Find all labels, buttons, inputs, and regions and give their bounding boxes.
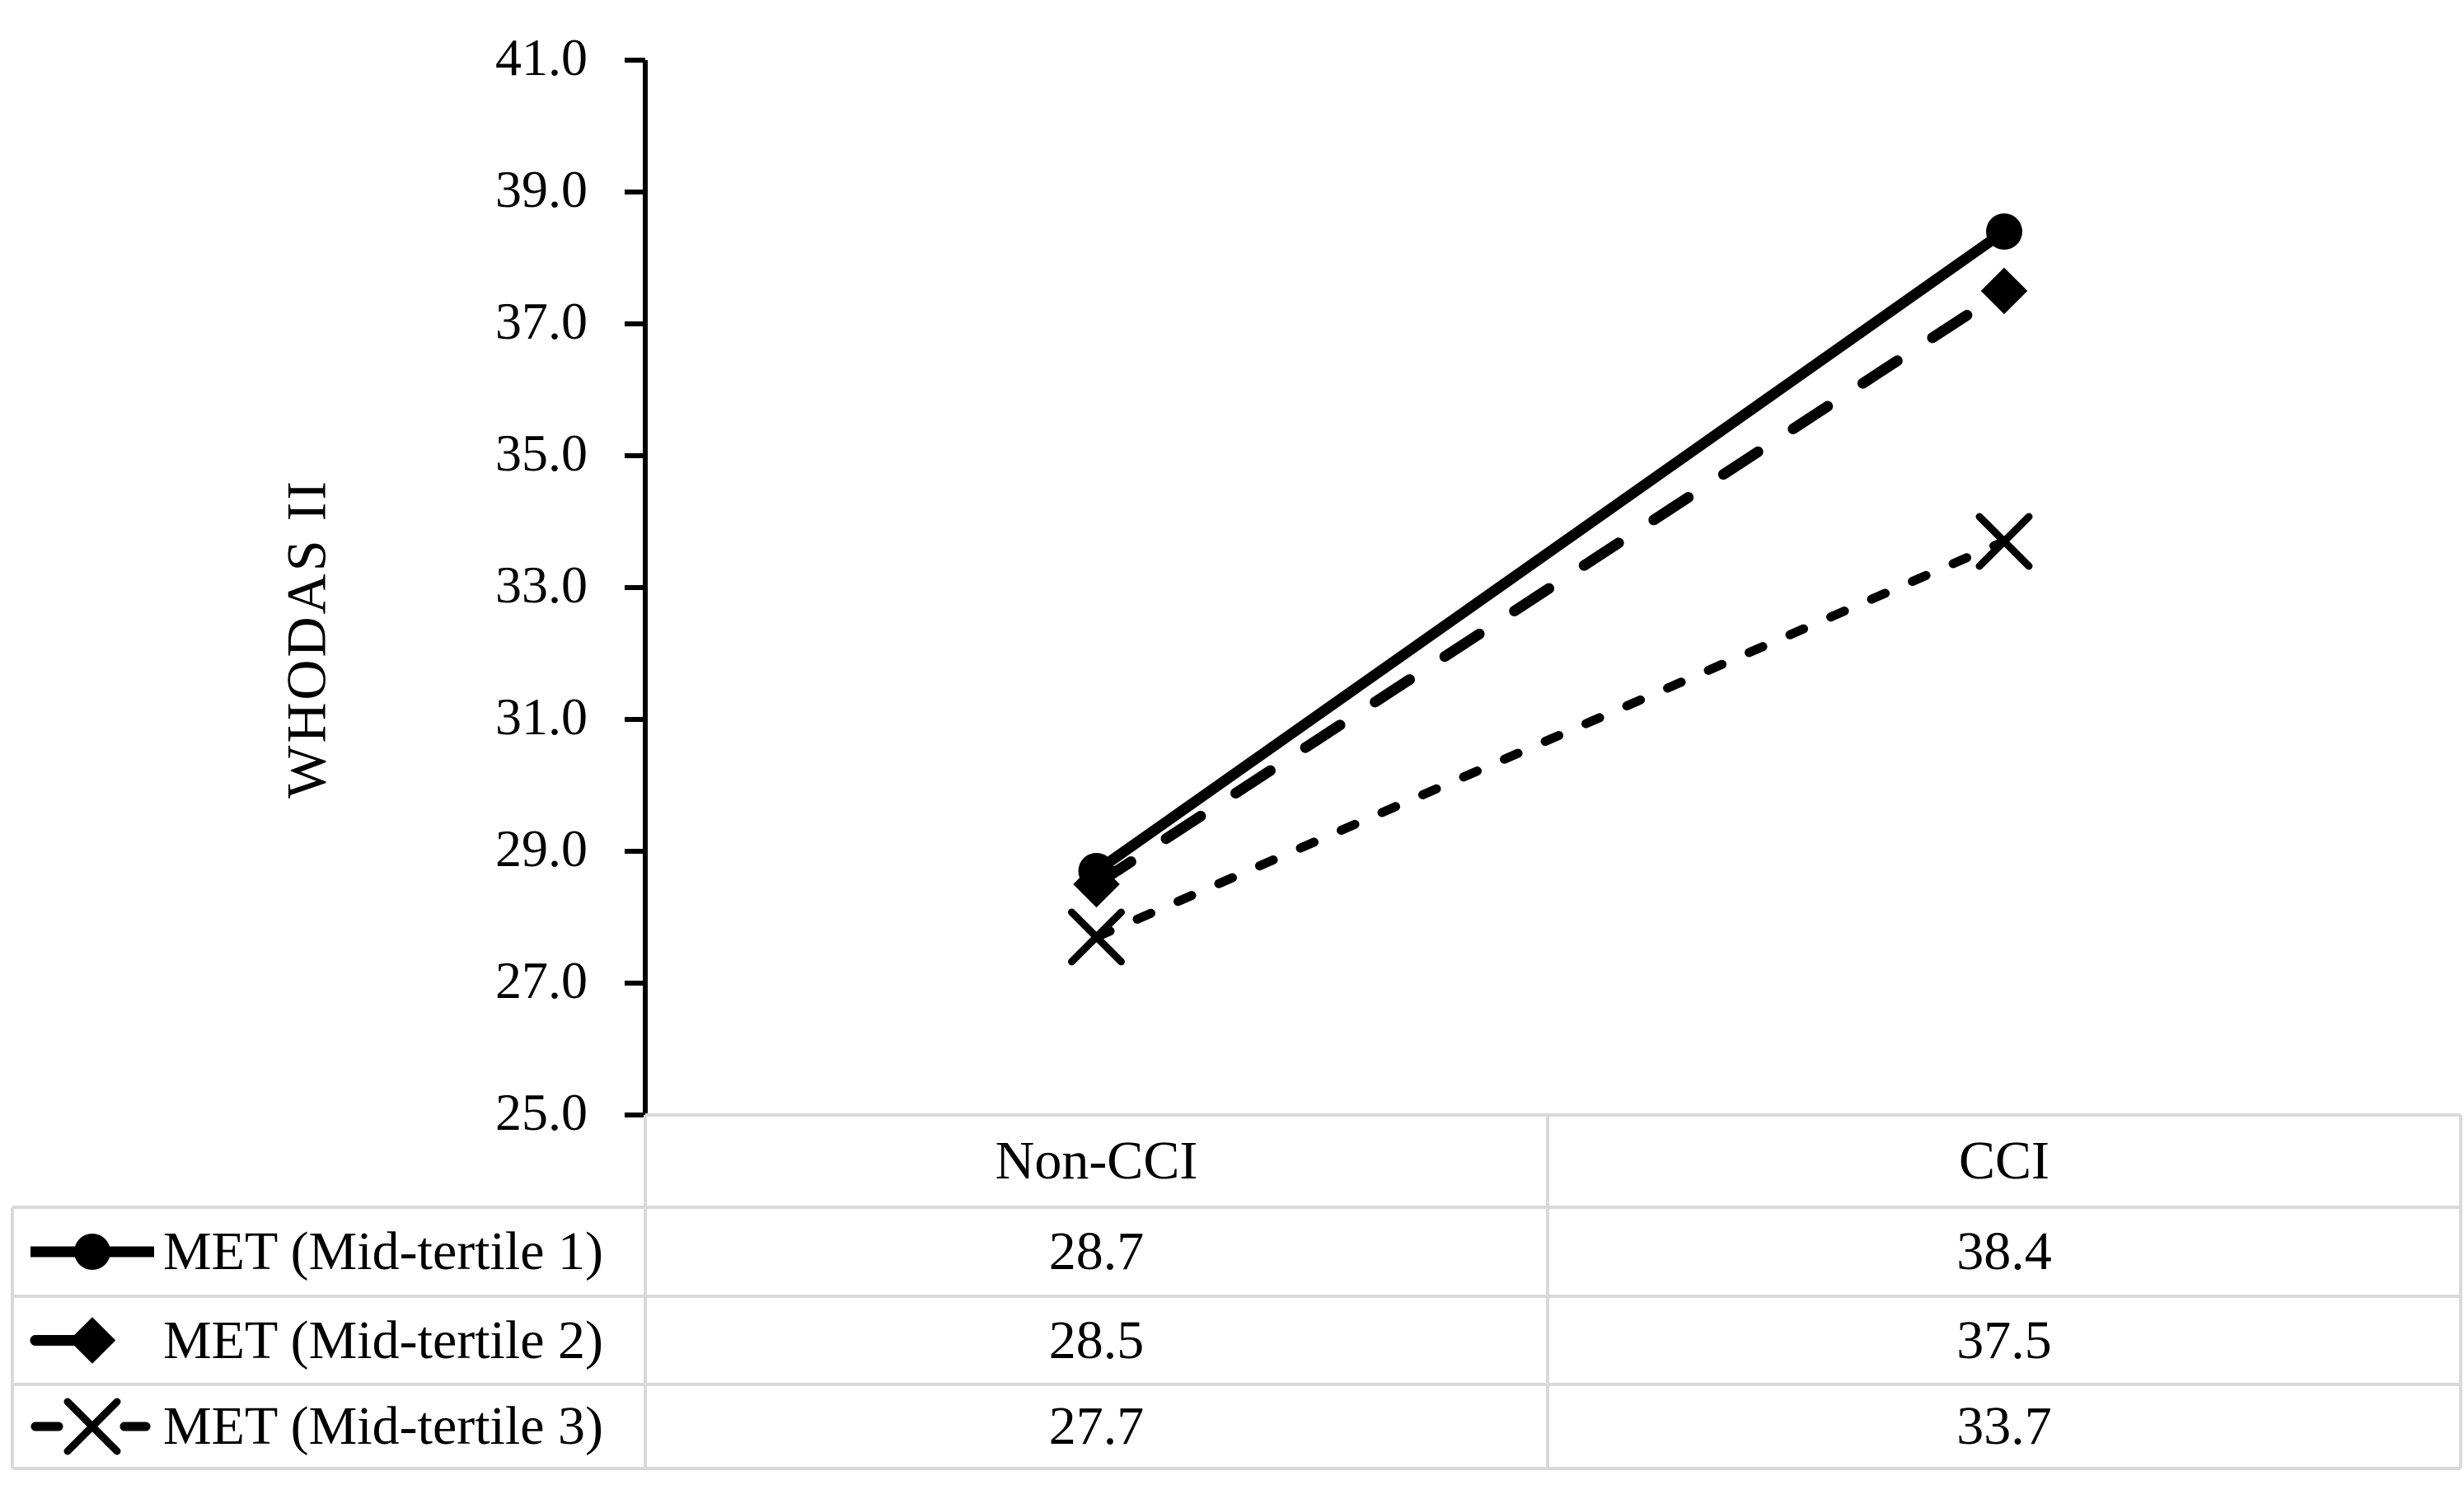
y-tick-label: 25.0	[495, 1083, 588, 1142]
legend-label-series-2: MET (Mid-tertile 2)	[163, 1309, 603, 1370]
y-tick-label: 27.0	[495, 951, 588, 1010]
y-tick-label: 41.0	[495, 28, 588, 87]
table-value-s2-non-cci: 28.5	[1048, 1309, 1145, 1370]
y-tick-label: 35.0	[495, 424, 588, 483]
y-tick-label: 31.0	[495, 687, 588, 747]
table-value-s3-cci: 33.7	[1956, 1396, 2052, 1456]
y-tick-label: 33.0	[495, 555, 588, 615]
y-tick-label: 37.0	[495, 292, 588, 351]
table-header-non-cci: Non-CCI	[995, 1131, 1198, 1191]
legend-key-diamond-marker	[68, 1317, 116, 1364]
series-2-diamond-marker	[1073, 860, 1120, 908]
series-line-3	[1092, 536, 2009, 942]
series-3-x-marker	[1975, 513, 2033, 570]
legend-key-circle-marker	[74, 1234, 110, 1270]
series-2-diamond-marker	[1980, 267, 2028, 315]
table-value-s1-cci: 38.4	[1956, 1221, 2052, 1281]
table-value-s3-non-cci: 27.7	[1048, 1396, 1145, 1456]
y-tick-label: 29.0	[495, 819, 588, 878]
table-header-cci: CCI	[1958, 1131, 2050, 1191]
legend-key-x-marker	[63, 1398, 121, 1455]
y-tick-label: 39.0	[495, 160, 588, 219]
table-value-s1-non-cci: 28.7	[1048, 1221, 1145, 1281]
table-value-s2-cci: 37.5	[1956, 1309, 2052, 1370]
legend-label-series-3: MET (Mid-tertile 3)	[163, 1396, 603, 1456]
series-line-2	[1091, 285, 2010, 890]
series-line-1	[1093, 227, 2007, 876]
y-axis-title: WHODAS II	[274, 479, 338, 799]
legend-label-series-1: MET (Mid-tertile 1)	[163, 1221, 603, 1281]
series-1-circle-marker	[1986, 213, 2022, 250]
series-3-x-marker	[1068, 908, 1125, 966]
